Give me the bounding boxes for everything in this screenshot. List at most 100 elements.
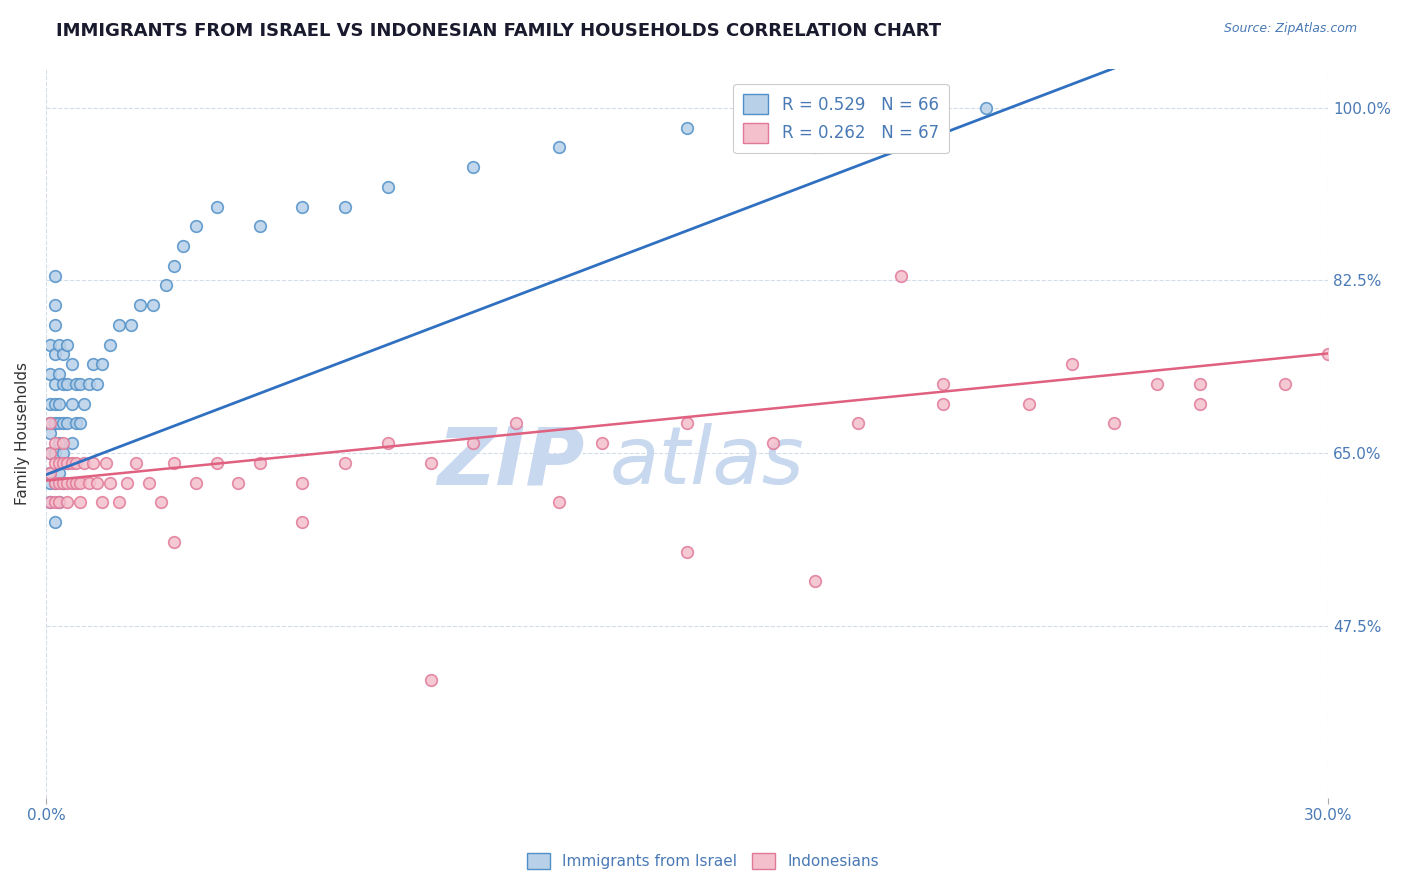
Point [60, 357, 83, 371]
Point [52, 456, 75, 470]
Point [547, 140, 569, 154]
Point [48, 495, 70, 509]
Text: atlas: atlas [610, 424, 804, 501]
Point [48, 456, 70, 470]
Point [65, 456, 87, 470]
Point [56, 495, 79, 509]
Point [138, 475, 160, 490]
Point [39, 495, 62, 509]
Point [39, 367, 62, 381]
Point [1317, 347, 1340, 361]
Point [44, 495, 66, 509]
Text: ZIP: ZIP [437, 424, 585, 501]
Point [39, 417, 62, 431]
Point [890, 268, 912, 283]
Point [1188, 397, 1211, 411]
Point [44, 515, 66, 529]
Point [65, 475, 87, 490]
Point [52, 347, 75, 361]
Point [48, 436, 70, 450]
Point [932, 397, 955, 411]
Point [44, 376, 66, 391]
Point [44, 397, 66, 411]
Point [44, 298, 66, 312]
Point [48, 495, 70, 509]
Point [39, 417, 62, 431]
Point [60, 397, 83, 411]
Point [150, 495, 173, 509]
Point [82, 456, 104, 470]
Point [44, 268, 66, 283]
Point [52, 376, 75, 391]
Point [163, 259, 186, 273]
Point [86, 376, 108, 391]
Point [107, 318, 129, 332]
Point [125, 456, 148, 470]
Point [48, 475, 70, 490]
Point [291, 200, 314, 214]
Point [48, 417, 70, 431]
Point [676, 417, 699, 431]
Point [94, 456, 117, 470]
Point [1146, 376, 1168, 391]
Point [155, 278, 177, 293]
Point [98, 475, 121, 490]
Point [39, 426, 62, 441]
Point [56, 456, 79, 470]
Point [48, 367, 70, 381]
Point [39, 475, 62, 490]
Point [377, 179, 399, 194]
Point [77, 475, 100, 490]
Point [761, 436, 783, 450]
Text: IMMIGRANTS FROM ISRAEL VS INDONESIAN FAMILY HOUSEHOLDS CORRELATION CHART: IMMIGRANTS FROM ISRAEL VS INDONESIAN FAM… [56, 22, 942, 40]
Y-axis label: Family Households: Family Households [15, 362, 30, 505]
Point [1188, 376, 1211, 391]
Point [226, 475, 249, 490]
Point [39, 397, 62, 411]
Point [115, 475, 138, 490]
Legend: R = 0.529   N = 66, R = 0.262   N = 67: R = 0.529 N = 66, R = 0.262 N = 67 [733, 84, 949, 153]
Point [77, 376, 100, 391]
Point [419, 456, 441, 470]
Point [804, 574, 827, 589]
Point [291, 515, 314, 529]
Point [39, 446, 62, 460]
Point [56, 475, 79, 490]
Point [82, 357, 104, 371]
Point [56, 456, 79, 470]
Point [505, 417, 527, 431]
Point [1060, 357, 1083, 371]
Point [52, 436, 75, 450]
Point [39, 446, 62, 460]
Point [69, 495, 91, 509]
Point [65, 417, 87, 431]
Point [56, 337, 79, 351]
Point [676, 544, 699, 558]
Point [73, 456, 96, 470]
Point [107, 495, 129, 509]
Point [974, 101, 997, 115]
Point [463, 160, 485, 174]
Point [591, 436, 613, 450]
Point [90, 357, 112, 371]
Point [39, 466, 62, 480]
Point [73, 397, 96, 411]
Point [184, 475, 207, 490]
Point [1104, 417, 1126, 431]
Point [120, 318, 142, 332]
Point [333, 456, 356, 470]
Point [419, 673, 441, 687]
Point [163, 456, 186, 470]
Point [39, 337, 62, 351]
Point [44, 446, 66, 460]
Point [39, 495, 62, 509]
Point [44, 436, 66, 450]
Point [932, 376, 955, 391]
Point [163, 534, 186, 549]
Point [60, 456, 83, 470]
Point [52, 475, 75, 490]
Point [69, 417, 91, 431]
Point [205, 456, 228, 470]
Text: Source: ZipAtlas.com: Source: ZipAtlas.com [1223, 22, 1357, 36]
Point [52, 417, 75, 431]
